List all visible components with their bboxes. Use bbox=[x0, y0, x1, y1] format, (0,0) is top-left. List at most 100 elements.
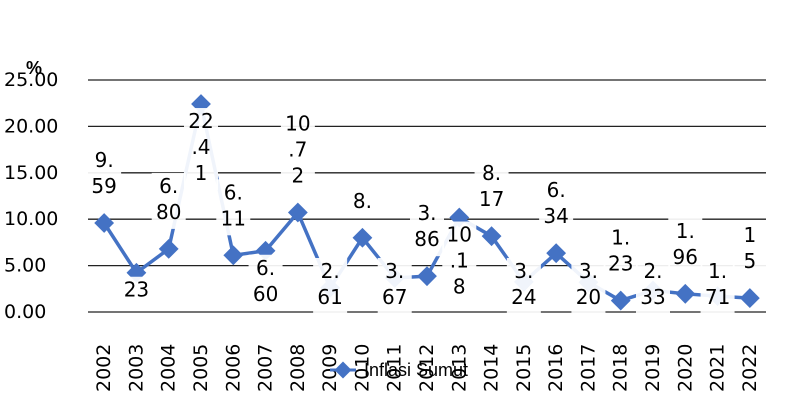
data-label: 2.61 bbox=[313, 258, 348, 314]
svg-text:1.: 1. bbox=[676, 219, 695, 243]
svg-text:33: 33 bbox=[640, 285, 665, 309]
svg-text:1.: 1. bbox=[708, 259, 727, 283]
svg-text:67: 67 bbox=[382, 285, 407, 309]
data-label: 10.72 bbox=[280, 110, 315, 193]
svg-text:5: 5 bbox=[743, 249, 756, 273]
x-tick-label: 2006 bbox=[222, 344, 244, 392]
x-tick-label: 2007 bbox=[255, 344, 277, 392]
x-tick-label: 2009 bbox=[319, 344, 341, 392]
x-tick-label: 2020 bbox=[674, 344, 696, 392]
x-tick-label: 2008 bbox=[287, 344, 309, 392]
x-tick-label: 2022 bbox=[739, 344, 761, 392]
x-tick-label: 2002 bbox=[93, 344, 115, 392]
data-point bbox=[223, 245, 244, 266]
data-label: 3.67 bbox=[377, 258, 412, 314]
data-point bbox=[675, 283, 696, 304]
data-point bbox=[417, 266, 437, 287]
x-tick-label: 2018 bbox=[610, 344, 632, 392]
data-point bbox=[610, 290, 631, 311]
y-tick-label: 25.00 bbox=[4, 69, 58, 91]
legend-marker-icon bbox=[334, 361, 352, 379]
data-point bbox=[94, 213, 115, 233]
svg-text:2: 2 bbox=[291, 164, 304, 188]
data-label: 9.59 bbox=[87, 147, 122, 204]
data-label: 8. bbox=[345, 187, 380, 218]
svg-text:61: 61 bbox=[317, 285, 342, 309]
x-tick-label: 2004 bbox=[158, 344, 180, 392]
x-tick-label: 2015 bbox=[513, 344, 535, 392]
svg-text:1: 1 bbox=[743, 223, 756, 247]
data-label: 23 bbox=[119, 276, 154, 307]
svg-text:6.: 6. bbox=[547, 178, 566, 202]
data-labels: 9.59236.8022.416.116.6010.722.618.3.673.… bbox=[87, 108, 767, 314]
svg-text:1: 1 bbox=[195, 161, 208, 185]
svg-text:8.: 8. bbox=[482, 161, 501, 185]
svg-text:20: 20 bbox=[576, 285, 601, 309]
x-tick-label: 2012 bbox=[416, 344, 438, 392]
svg-text:11: 11 bbox=[221, 206, 246, 230]
svg-text:23: 23 bbox=[124, 278, 149, 302]
data-label: 3.24 bbox=[506, 258, 541, 314]
svg-text:17: 17 bbox=[479, 187, 504, 211]
data-label: 6.60 bbox=[248, 254, 283, 311]
data-label: 3.86 bbox=[410, 200, 444, 257]
data-label: 3.20 bbox=[571, 258, 606, 314]
data-label: 1.96 bbox=[668, 217, 703, 274]
svg-text:.7: .7 bbox=[288, 138, 307, 162]
x-tick-label: 2021 bbox=[707, 344, 729, 392]
svg-text:8: 8 bbox=[453, 275, 466, 299]
svg-text:9.: 9. bbox=[95, 148, 114, 172]
y-tick-label: 20.00 bbox=[4, 115, 58, 137]
svg-text:3.: 3. bbox=[385, 259, 404, 283]
svg-text:6.: 6. bbox=[224, 180, 243, 204]
svg-text:3.: 3. bbox=[514, 259, 533, 283]
data-label: 6.80 bbox=[151, 172, 186, 229]
x-tick-label: 2005 bbox=[190, 344, 212, 392]
data-label: 10.18 bbox=[442, 221, 477, 304]
x-tick-label: 2010 bbox=[351, 344, 373, 392]
data-point bbox=[481, 226, 502, 247]
svg-text:60: 60 bbox=[253, 282, 278, 306]
y-tick-label: 0.00 bbox=[4, 301, 46, 323]
svg-text:3.: 3. bbox=[579, 259, 598, 283]
svg-text:.1: .1 bbox=[450, 249, 469, 273]
x-axis-ticks: 2002 2003 2004 2005 2006 2007 2008 2009 2010 2011… bbox=[93, 344, 761, 392]
svg-text:.4: .4 bbox=[191, 135, 210, 159]
data-label: 6.11 bbox=[216, 179, 251, 236]
svg-text:8.: 8. bbox=[353, 189, 372, 213]
legend-series-name: Inflasi Sumut bbox=[364, 360, 468, 380]
data-label: 8.17 bbox=[474, 160, 509, 217]
svg-text:80: 80 bbox=[156, 200, 181, 224]
x-tick-label: 2013 bbox=[448, 344, 470, 392]
data-label: 6.34 bbox=[539, 177, 574, 234]
data-point bbox=[158, 238, 179, 259]
x-tick-label: 2011 bbox=[384, 344, 406, 392]
x-tick-label: 2016 bbox=[545, 344, 567, 392]
svg-text:3.: 3. bbox=[417, 201, 436, 225]
svg-text:10: 10 bbox=[285, 112, 310, 136]
svg-text:22: 22 bbox=[188, 109, 213, 133]
svg-text:6.: 6. bbox=[159, 174, 178, 198]
x-tick-label: 2003 bbox=[125, 344, 147, 392]
y-axis-ticks: 0.00 5.00 10.00 15.00 20.00 25.00 bbox=[4, 69, 58, 323]
svg-text:34: 34 bbox=[543, 204, 568, 228]
data-point bbox=[287, 202, 308, 223]
x-tick-label: 2017 bbox=[577, 344, 599, 392]
svg-text:71: 71 bbox=[705, 285, 730, 309]
svg-text:86: 86 bbox=[414, 227, 439, 251]
data-point bbox=[739, 288, 760, 308]
svg-text:1.: 1. bbox=[611, 226, 630, 250]
data-point bbox=[352, 227, 373, 248]
svg-text:2.: 2. bbox=[643, 259, 662, 283]
svg-text:24: 24 bbox=[511, 285, 536, 309]
svg-text:59: 59 bbox=[91, 174, 116, 198]
x-tick-label: 2014 bbox=[481, 344, 503, 392]
svg-text:10: 10 bbox=[447, 223, 472, 247]
data-label: 22.41 bbox=[184, 108, 218, 191]
svg-text:2.: 2. bbox=[321, 259, 340, 283]
y-axis-unit-label: % bbox=[26, 58, 42, 78]
data-label: 15 bbox=[732, 222, 767, 279]
y-tick-label: 15.00 bbox=[4, 162, 58, 184]
svg-text:23: 23 bbox=[608, 252, 633, 276]
